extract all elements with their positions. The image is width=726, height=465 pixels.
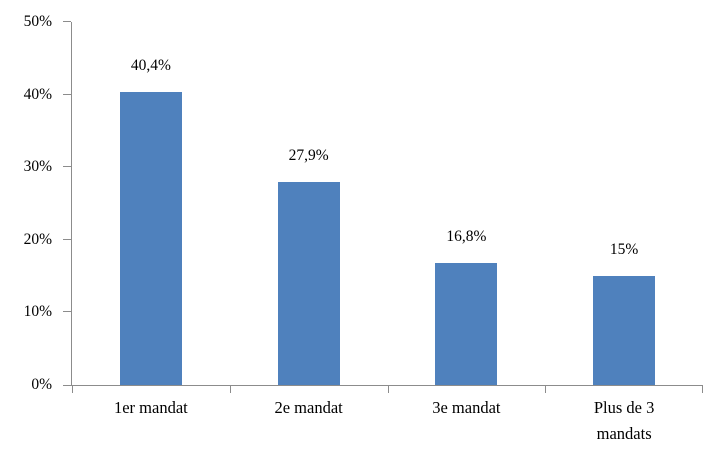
category-label-line: Plus de 3 <box>593 398 655 417</box>
plot-area: 0% 10% 20% 30% 40% 50% 40,4% 1er mandat 27,9% 2e … <box>24 13 703 443</box>
data-label: 27,9% <box>288 147 329 165</box>
y-axis-tick-label: 0% <box>31 376 52 393</box>
y-axis-tick-label: 10% <box>23 303 52 321</box>
bar <box>277 182 340 385</box>
bar <box>435 263 498 385</box>
category-label: 1er mandat <box>72 395 230 421</box>
category-label-line: 2e mandat <box>274 398 343 417</box>
x-axis-tick <box>702 385 703 393</box>
bar <box>119 91 182 385</box>
x-axis-tick <box>230 385 231 393</box>
y-axis-tick-label: 20% <box>23 230 52 248</box>
y-axis-tick-label: 50% <box>23 13 52 30</box>
data-label: 15% <box>609 241 639 259</box>
y-axis-tick <box>63 93 71 95</box>
data-label: 40,4% <box>130 56 171 74</box>
category-label-line: 3e mandat <box>432 398 501 417</box>
y-axis-tick <box>63 311 71 313</box>
y-axis-tick <box>63 166 71 168</box>
category-label-line: mandats <box>596 423 652 443</box>
data-label: 16,8% <box>446 228 487 246</box>
category-label: 3e mandat <box>388 395 546 421</box>
category-label: 2e mandat <box>230 395 388 421</box>
y-axis-tick <box>63 21 71 22</box>
x-axis-tick <box>388 385 389 393</box>
category-label-line: 1er mandat <box>113 398 188 417</box>
x-axis-tick <box>72 385 73 393</box>
y-axis-tick <box>63 238 71 240</box>
x-axis-tick <box>545 385 546 393</box>
y-axis-tick <box>63 385 71 386</box>
bar <box>593 276 656 385</box>
category-label: Plus de 3 mandats <box>545 395 703 446</box>
y-axis-tick-label: 40% <box>23 85 52 103</box>
y-axis-tick-label: 30% <box>23 158 52 176</box>
